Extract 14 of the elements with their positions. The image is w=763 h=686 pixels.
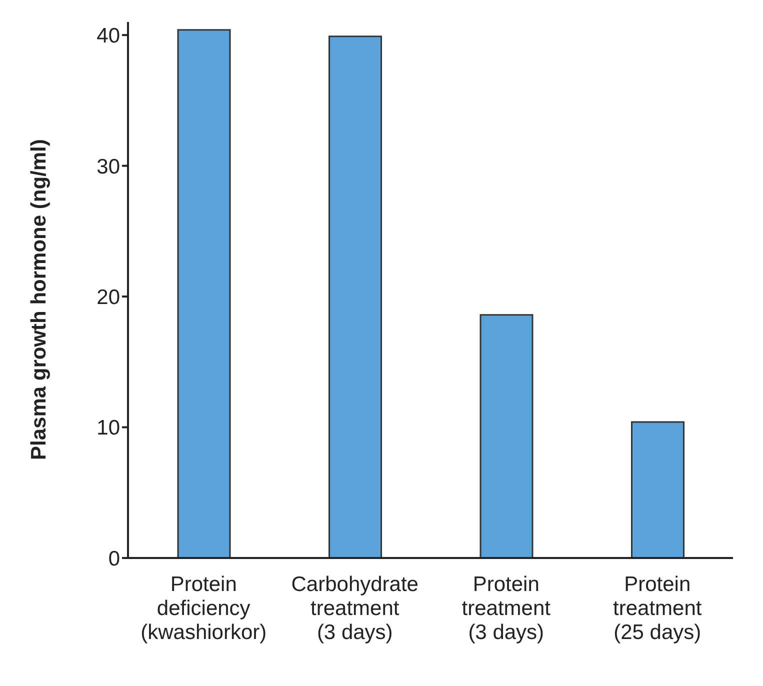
y-axis-title: Plasma growth hormone (ng/ml) xyxy=(27,139,50,460)
y-tick-label: 10 xyxy=(96,416,120,440)
bar xyxy=(631,421,684,558)
y-tick-label: 30 xyxy=(96,155,120,178)
y-tick-label: 40 xyxy=(96,24,120,48)
y-tick-label: 20 xyxy=(96,286,120,309)
x-tick-label: Protein treatment (3 days) xyxy=(462,572,551,644)
bar xyxy=(328,36,382,558)
y-tick-label: 0 xyxy=(108,547,120,570)
bar xyxy=(177,29,231,558)
x-tick-label: Protein deficiency (kwashiorkor) xyxy=(140,572,267,644)
x-tick-label: Protein treatment (25 days) xyxy=(613,572,702,644)
bar xyxy=(480,314,534,558)
x-tick-label: Carbohydrate treatment (3 days) xyxy=(291,572,418,644)
